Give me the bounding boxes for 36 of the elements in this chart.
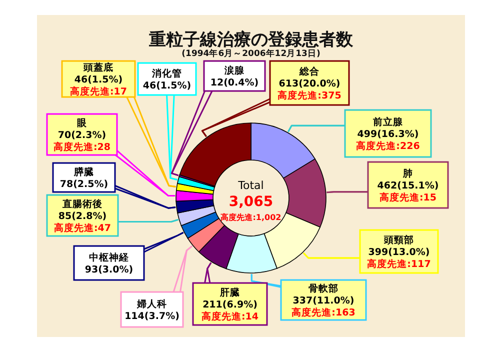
- slice-label: 婦人科: [136, 298, 167, 310]
- slice-label: 消化管: [151, 68, 182, 80]
- data-label: 85(2.8%): [58, 211, 107, 222]
- data-label: 499(16.3%): [357, 129, 419, 140]
- slice-label: 総合: [298, 66, 320, 78]
- data-label: 337(11.0%): [292, 296, 354, 306]
- data-label: 78(2.5%): [60, 179, 108, 190]
- data-label: 12(0.4%): [210, 78, 259, 88]
- slice-label: 膵臓: [73, 166, 94, 178]
- slice-label: 前立腺: [372, 116, 404, 128]
- data-label: 70(2.3%): [58, 130, 106, 141]
- text: Total: [237, 179, 264, 192]
- slice-label: 中枢神経: [89, 252, 130, 264]
- slice-label: 肺: [402, 168, 413, 180]
- data-label: 613(20.0%): [278, 78, 340, 90]
- slice-label: 骨軟部: [308, 282, 338, 294]
- text: 高度先進:28: [53, 142, 111, 153]
- data-label: 93(3.0%): [84, 264, 134, 276]
- chart-subtitle: (1994年6月～2006年12月13日): [182, 48, 320, 59]
- text: 高度先進:1,002: [220, 212, 282, 222]
- slice-label: 肝臓: [219, 286, 240, 298]
- slice-label: 涙腺: [224, 64, 246, 76]
- data-label: 46(1.5%): [74, 74, 123, 86]
- data-label: 46(1.5%): [142, 80, 192, 92]
- text: 高度先進:17: [70, 86, 128, 98]
- text: 3,065: [228, 194, 274, 210]
- data-label: 399(13.0%): [368, 247, 430, 258]
- slice-label: 頭蓋底: [82, 62, 114, 74]
- text: 高度先進:375: [278, 90, 342, 102]
- slice-label: 眼: [77, 117, 88, 129]
- slice-label: 頭頸部: [383, 234, 414, 246]
- chart-title: 重粒子線治療の登録患者数: [148, 30, 354, 50]
- slice-label: 直腸術後: [62, 198, 102, 210]
- data-label: 462(15.1%): [377, 180, 439, 192]
- data-label: 114(3.7%): [124, 311, 180, 322]
- data-label: 211(6.9%): [202, 300, 258, 310]
